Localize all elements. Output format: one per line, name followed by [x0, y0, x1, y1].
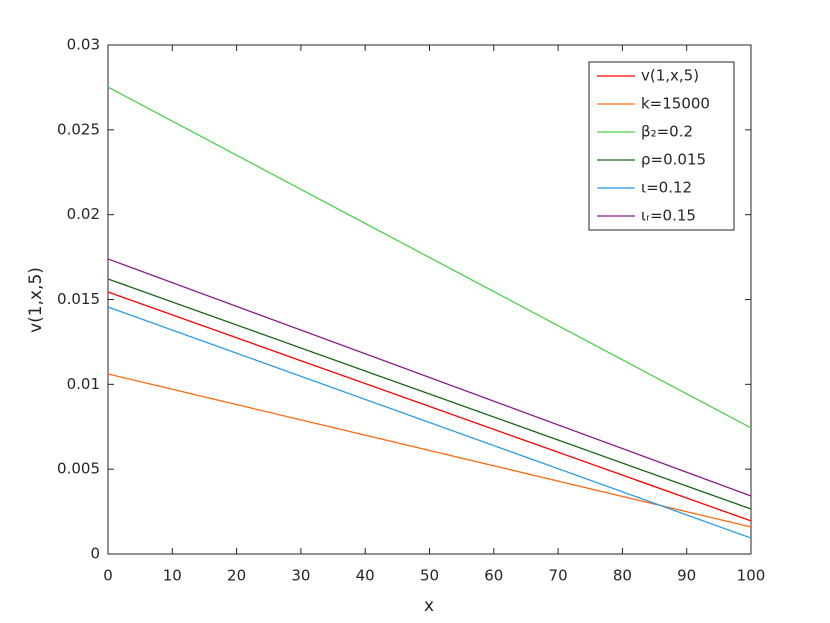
x-tick-label: 10 — [163, 567, 182, 585]
legend-box — [588, 61, 735, 231]
x-tick-label: 60 — [484, 567, 503, 585]
legend-label: β₂=0.2 — [641, 123, 693, 141]
series-line — [107, 86, 752, 429]
y-axis-label: v(1,x,5) — [26, 267, 46, 333]
x-tick-label: 70 — [549, 567, 568, 585]
series-line — [107, 278, 752, 510]
y-tick-label: 0.03 — [67, 36, 100, 54]
y-tick-label: 0.015 — [57, 290, 100, 308]
legend-label: k=15000 — [641, 95, 710, 113]
y-tick-label: 0 — [90, 545, 100, 563]
x-tick-label: 20 — [227, 567, 246, 585]
x-tick-label: 100 — [737, 567, 766, 585]
y-tick-label: 0.005 — [57, 460, 100, 478]
x-tick-label: 30 — [291, 567, 310, 585]
x-tick-label: 50 — [420, 567, 439, 585]
y-tick-label: 0.025 — [57, 120, 100, 138]
legend-label: ρ=0.015 — [641, 151, 706, 169]
x-tick-label: 90 — [677, 567, 696, 585]
y-tick-label: 0.02 — [67, 205, 100, 223]
legend-label: ι=0.12 — [641, 179, 692, 197]
series-line — [107, 291, 752, 522]
series-line — [107, 258, 752, 497]
series-line — [107, 373, 752, 528]
x-tick-label: 0 — [103, 567, 113, 585]
x-tick-label: 40 — [356, 567, 375, 585]
legend-label: ιᵣ=0.15 — [641, 207, 696, 225]
y-tick-label: 0.01 — [67, 375, 100, 393]
x-axis-label: x — [424, 596, 434, 616]
x-tick-label: 80 — [613, 567, 632, 585]
series-line — [107, 306, 752, 539]
legend-label: v(1,x,5) — [641, 67, 699, 85]
